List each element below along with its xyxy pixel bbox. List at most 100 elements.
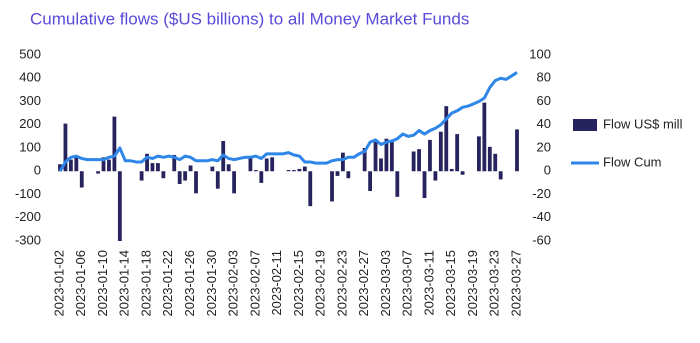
bar [232, 171, 236, 194]
bar [487, 146, 492, 172]
bar [384, 138, 389, 172]
y2-tick-label: 60 [537, 93, 551, 108]
y-tick-label: 200 [19, 116, 41, 131]
bar [330, 171, 334, 202]
bar [139, 171, 144, 181]
x-tick-label: 2023-01-10 [95, 250, 110, 317]
bar [449, 168, 454, 172]
bar [156, 163, 160, 172]
y2-tick-label: 20 [537, 139, 551, 154]
legend-label: Flow US$ mill [603, 116, 683, 131]
line [58, 71, 518, 173]
bar [74, 157, 79, 172]
bar [411, 151, 416, 172]
bar [101, 157, 106, 172]
x-tick-label: 2023-03-19 [465, 250, 480, 317]
bar [389, 141, 394, 172]
bar [335, 171, 340, 176]
bar [515, 129, 519, 172]
bar [286, 170, 291, 172]
bar [302, 166, 307, 172]
y-tick-label: 300 [19, 93, 41, 108]
x-tick-label: 2023-03-11 [421, 250, 436, 316]
x-tick-label: 2023-03-27 [508, 250, 523, 317]
legend-swatch [573, 119, 597, 131]
bar [438, 131, 443, 172]
bar [63, 123, 68, 172]
y-tick-label: -100 [15, 186, 41, 201]
y-tick-label: -300 [15, 232, 41, 247]
bar [346, 171, 351, 179]
bar [297, 168, 302, 172]
bar [172, 154, 177, 172]
bar [264, 158, 269, 172]
bar [150, 163, 155, 172]
bar [145, 153, 149, 172]
x-tick-label: 2023-02-27 [356, 250, 371, 317]
bar [215, 171, 220, 189]
legend-label: Flow Cum [603, 154, 662, 169]
bar [161, 171, 166, 179]
bar [79, 171, 84, 188]
x-tick-label: 2023-03-15 [443, 250, 458, 317]
x-tick-label: 2023-02-15 [291, 250, 306, 317]
bar [188, 165, 193, 172]
bar [341, 152, 345, 172]
bar [493, 153, 498, 172]
chart-title: Cumulative flows ($US billions) to all M… [30, 9, 469, 28]
bar [455, 134, 460, 172]
bar [444, 106, 449, 172]
y-tick-label: 0 [34, 163, 41, 178]
y2-tick-label: -60 [532, 232, 551, 247]
bar [177, 171, 182, 185]
x-tick-label: 2023-02-03 [226, 250, 241, 317]
bar [417, 149, 421, 172]
y2-tick-label: -20 [532, 186, 551, 201]
bar [373, 139, 378, 172]
x-tick-label: 2023-01-18 [138, 250, 153, 317]
bar [422, 171, 427, 198]
bar [460, 171, 465, 175]
bar [107, 159, 111, 172]
x-tick-label: 2023-03-07 [400, 250, 415, 317]
bar [117, 171, 122, 241]
y2-tick-label: 80 [537, 70, 551, 85]
bar [433, 171, 438, 181]
bar [68, 159, 73, 172]
bar [226, 164, 231, 172]
bar [112, 116, 117, 172]
bar [428, 139, 432, 172]
y-tick-label: 500 [19, 46, 41, 61]
bar [477, 136, 481, 172]
x-tick-label: 2023-03-23 [487, 250, 502, 317]
bar [395, 171, 400, 197]
x-tick-label: 2023-02-23 [334, 250, 349, 317]
bar [58, 164, 62, 172]
y-tick-label: 400 [19, 70, 41, 85]
y2-tick-label: 0 [544, 163, 551, 178]
x-tick-label: 2023-02-19 [313, 250, 328, 317]
x-tick-label: 2023-02-11 [269, 250, 284, 316]
y2-tick-label: 100 [529, 46, 551, 61]
x-tick-label: 2023-03-03 [378, 250, 393, 317]
y-tick-label: 100 [19, 139, 41, 154]
bar [498, 171, 503, 180]
bar [270, 157, 275, 172]
bar [362, 148, 367, 172]
x-tick-label: 2023-01-22 [160, 250, 175, 317]
x-tick-label: 2023-01-30 [204, 250, 219, 317]
x-tick-label: 2023-01-26 [182, 250, 197, 317]
bar [482, 102, 487, 172]
x-tick-label: 2023-01-14 [117, 250, 132, 317]
y2-tick-label: -40 [532, 209, 551, 224]
bar [259, 171, 264, 183]
bar [210, 166, 215, 172]
bar [194, 171, 198, 194]
x-tick-label: 2023-02-07 [247, 250, 262, 317]
bar [253, 170, 258, 172]
bar [379, 158, 383, 172]
x-tick-label: 2023-01-06 [73, 250, 88, 317]
y-tick-label: -200 [15, 209, 41, 224]
bar [308, 171, 313, 207]
